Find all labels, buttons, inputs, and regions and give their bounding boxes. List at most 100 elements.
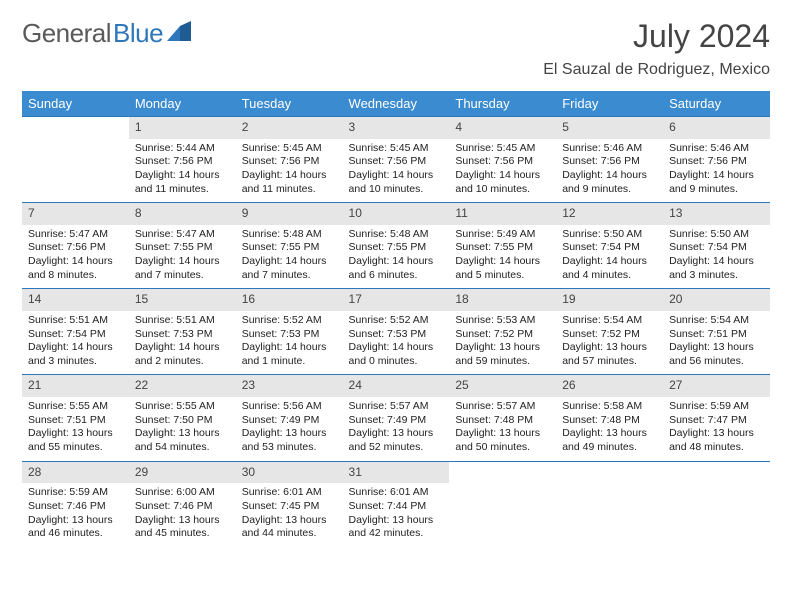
day-number-row: 28293031 bbox=[22, 461, 770, 483]
day-number-cell: 22 bbox=[129, 375, 236, 397]
daylight-line: Daylight: 14 hours and 3 minutes. bbox=[669, 255, 764, 282]
sunrise-line: Sunrise: 5:54 AM bbox=[669, 314, 764, 328]
daylight-line: Daylight: 14 hours and 11 minutes. bbox=[242, 169, 337, 196]
sunset-line: Sunset: 7:45 PM bbox=[242, 500, 337, 514]
sunrise-line: Sunrise: 5:51 AM bbox=[28, 314, 123, 328]
sunset-line: Sunset: 7:48 PM bbox=[562, 414, 657, 428]
day-number-cell: 7 bbox=[22, 203, 129, 225]
day-number-cell: 13 bbox=[663, 203, 770, 225]
day-number-cell: 19 bbox=[556, 289, 663, 311]
daylight-line: Daylight: 14 hours and 9 minutes. bbox=[562, 169, 657, 196]
day-number-cell: 21 bbox=[22, 375, 129, 397]
day-detail-row: Sunrise: 5:44 AMSunset: 7:56 PMDaylight:… bbox=[22, 139, 770, 203]
sunrise-line: Sunrise: 5:47 AM bbox=[135, 228, 230, 242]
title-block: July 2024 El Sauzal de Rodriguez, Mexico bbox=[543, 18, 770, 79]
day-detail-cell bbox=[22, 139, 129, 203]
sunrise-line: Sunrise: 5:45 AM bbox=[455, 142, 550, 156]
daylight-line: Daylight: 13 hours and 59 minutes. bbox=[455, 341, 550, 368]
sunset-line: Sunset: 7:52 PM bbox=[455, 328, 550, 342]
day-detail-cell bbox=[556, 483, 663, 547]
day-number-cell: 24 bbox=[343, 375, 450, 397]
day-detail-cell: Sunrise: 5:55 AMSunset: 7:50 PMDaylight:… bbox=[129, 397, 236, 461]
sunset-line: Sunset: 7:53 PM bbox=[135, 328, 230, 342]
sunset-line: Sunset: 7:56 PM bbox=[562, 155, 657, 169]
sunset-line: Sunset: 7:51 PM bbox=[669, 328, 764, 342]
day-detail-cell: Sunrise: 5:47 AMSunset: 7:55 PMDaylight:… bbox=[129, 225, 236, 289]
sunrise-line: Sunrise: 5:57 AM bbox=[349, 400, 444, 414]
day-detail-cell bbox=[663, 483, 770, 547]
day-detail-cell: Sunrise: 5:46 AMSunset: 7:56 PMDaylight:… bbox=[663, 139, 770, 203]
sunset-line: Sunset: 7:56 PM bbox=[135, 155, 230, 169]
day-number-cell: 6 bbox=[663, 117, 770, 139]
sunrise-line: Sunrise: 5:54 AM bbox=[562, 314, 657, 328]
sunset-line: Sunset: 7:55 PM bbox=[135, 241, 230, 255]
daylight-line: Daylight: 13 hours and 44 minutes. bbox=[242, 514, 337, 541]
day-detail-cell: Sunrise: 6:00 AMSunset: 7:46 PMDaylight:… bbox=[129, 483, 236, 547]
day-number-row: 123456 bbox=[22, 117, 770, 139]
day-detail-cell: Sunrise: 5:49 AMSunset: 7:55 PMDaylight:… bbox=[449, 225, 556, 289]
sunrise-line: Sunrise: 5:49 AM bbox=[455, 228, 550, 242]
sunset-line: Sunset: 7:47 PM bbox=[669, 414, 764, 428]
day-number-cell: 29 bbox=[129, 461, 236, 483]
sunrise-line: Sunrise: 5:51 AM bbox=[135, 314, 230, 328]
daylight-line: Daylight: 13 hours and 50 minutes. bbox=[455, 427, 550, 454]
location-label: El Sauzal de Rodriguez, Mexico bbox=[543, 61, 770, 79]
day-detail-row: Sunrise: 5:55 AMSunset: 7:51 PMDaylight:… bbox=[22, 397, 770, 461]
sunset-line: Sunset: 7:46 PM bbox=[28, 500, 123, 514]
day-number-cell: 14 bbox=[22, 289, 129, 311]
sunrise-line: Sunrise: 5:57 AM bbox=[455, 400, 550, 414]
sunrise-line: Sunrise: 5:48 AM bbox=[242, 228, 337, 242]
day-detail-row: Sunrise: 5:47 AMSunset: 7:56 PMDaylight:… bbox=[22, 225, 770, 289]
daylight-line: Daylight: 13 hours and 57 minutes. bbox=[562, 341, 657, 368]
daylight-line: Daylight: 13 hours and 45 minutes. bbox=[135, 514, 230, 541]
sunrise-line: Sunrise: 5:50 AM bbox=[669, 228, 764, 242]
sunrise-line: Sunrise: 5:47 AM bbox=[28, 228, 123, 242]
sunrise-line: Sunrise: 5:52 AM bbox=[349, 314, 444, 328]
sunset-line: Sunset: 7:54 PM bbox=[562, 241, 657, 255]
day-number-cell: 23 bbox=[236, 375, 343, 397]
sunset-line: Sunset: 7:52 PM bbox=[562, 328, 657, 342]
daylight-line: Daylight: 13 hours and 53 minutes. bbox=[242, 427, 337, 454]
daylight-line: Daylight: 14 hours and 6 minutes. bbox=[349, 255, 444, 282]
day-number-cell bbox=[556, 461, 663, 483]
day-header: Saturday bbox=[663, 91, 770, 117]
sunrise-line: Sunrise: 5:46 AM bbox=[669, 142, 764, 156]
day-number-cell: 4 bbox=[449, 117, 556, 139]
day-detail-cell: Sunrise: 5:45 AMSunset: 7:56 PMDaylight:… bbox=[449, 139, 556, 203]
daylight-line: Daylight: 14 hours and 10 minutes. bbox=[455, 169, 550, 196]
sunrise-line: Sunrise: 5:59 AM bbox=[28, 486, 123, 500]
sunset-line: Sunset: 7:56 PM bbox=[28, 241, 123, 255]
sunset-line: Sunset: 7:49 PM bbox=[349, 414, 444, 428]
daylight-line: Daylight: 13 hours and 42 minutes. bbox=[349, 514, 444, 541]
day-number-cell: 12 bbox=[556, 203, 663, 225]
brand-icon bbox=[167, 21, 193, 46]
day-header: Wednesday bbox=[343, 91, 450, 117]
calendar-table: Sunday Monday Tuesday Wednesday Thursday… bbox=[22, 91, 770, 547]
sunset-line: Sunset: 7:54 PM bbox=[669, 241, 764, 255]
sunset-line: Sunset: 7:56 PM bbox=[242, 155, 337, 169]
brand-logo: GeneralBlue bbox=[22, 18, 193, 49]
sunrise-line: Sunrise: 5:59 AM bbox=[669, 400, 764, 414]
daylight-line: Daylight: 13 hours and 48 minutes. bbox=[669, 427, 764, 454]
day-detail-cell: Sunrise: 5:45 AMSunset: 7:56 PMDaylight:… bbox=[343, 139, 450, 203]
day-detail-row: Sunrise: 5:59 AMSunset: 7:46 PM Daylight:… bbox=[22, 483, 770, 547]
day-number-cell bbox=[22, 117, 129, 139]
day-number-cell: 9 bbox=[236, 203, 343, 225]
sunrise-line: Sunrise: 5:45 AM bbox=[242, 142, 337, 156]
day-detail-cell: Sunrise: 6:01 AMSunset: 7:44 PMDaylight:… bbox=[343, 483, 450, 547]
day-detail-cell: Sunrise: 5:54 AMSunset: 7:51 PMDaylight:… bbox=[663, 311, 770, 375]
day-detail-cell: Sunrise: 5:51 AMSunset: 7:54 PMDaylight:… bbox=[22, 311, 129, 375]
daylight-line: Daylight: 14 hours and 8 minutes. bbox=[28, 255, 123, 282]
daylight-line: Daylight: 14 hours and 3 minutes. bbox=[28, 341, 123, 368]
day-detail-cell: Sunrise: 6:01 AMSunset: 7:45 PMDaylight:… bbox=[236, 483, 343, 547]
day-number-cell: 26 bbox=[556, 375, 663, 397]
sunset-line: Sunset: 7:49 PM bbox=[242, 414, 337, 428]
daylight-line: Daylight: 13 hours and 49 minutes. bbox=[562, 427, 657, 454]
daylight-line: Daylight: 14 hours and 11 minutes. bbox=[135, 169, 230, 196]
day-header: Tuesday bbox=[236, 91, 343, 117]
day-header: Monday bbox=[129, 91, 236, 117]
day-number-cell: 2 bbox=[236, 117, 343, 139]
daylight-line: Daylight: 13 hours and 54 minutes. bbox=[135, 427, 230, 454]
sunset-line: Sunset: 7:56 PM bbox=[669, 155, 764, 169]
sunrise-line: Sunrise: 5:50 AM bbox=[562, 228, 657, 242]
